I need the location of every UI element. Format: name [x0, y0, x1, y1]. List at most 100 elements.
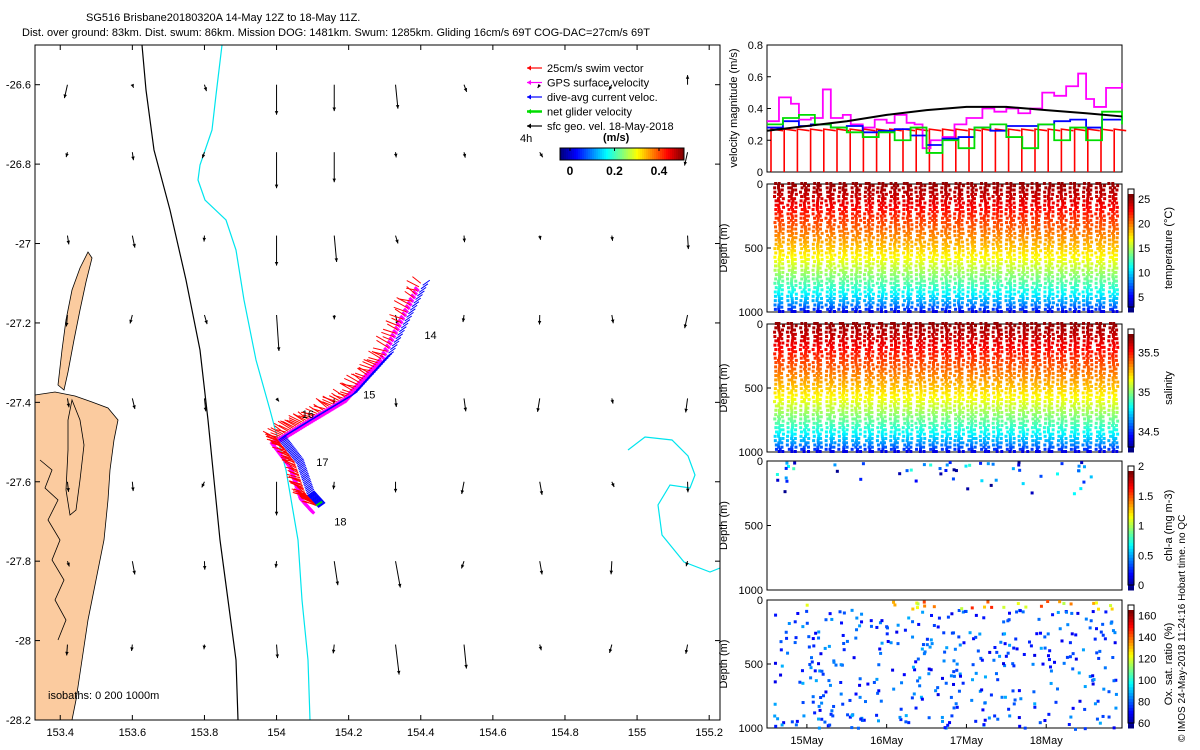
data-point	[888, 225, 892, 229]
day-label: 16	[302, 409, 314, 421]
data-point	[1046, 197, 1050, 201]
data-point	[1009, 210, 1013, 214]
data-point	[1086, 253, 1090, 257]
data-point	[953, 195, 957, 199]
data-point	[958, 190, 962, 194]
data-point	[780, 201, 784, 205]
data-point	[907, 212, 911, 216]
data-point	[787, 268, 791, 272]
data-point	[1009, 260, 1013, 264]
data-point	[996, 301, 1000, 305]
data-point	[773, 190, 777, 194]
data-point	[1047, 273, 1051, 277]
data-point	[1108, 190, 1112, 194]
data-point	[1004, 247, 1008, 251]
data-point	[931, 236, 935, 240]
data-point	[992, 247, 996, 251]
colorbar-cell	[1128, 194, 1134, 198]
data-point	[999, 205, 1003, 209]
data-point	[802, 445, 806, 449]
data-point	[971, 227, 975, 231]
data-point	[1030, 212, 1034, 216]
data-point	[996, 208, 1000, 212]
data-point	[858, 205, 862, 209]
data-point	[1035, 231, 1039, 235]
data-point	[1099, 190, 1103, 194]
data-point	[802, 203, 806, 207]
data-point	[813, 221, 817, 225]
data-point	[844, 210, 848, 214]
data-point	[984, 212, 988, 216]
data-point	[1089, 296, 1093, 300]
swim-vector	[274, 425, 285, 434]
data-point	[829, 374, 833, 378]
data-point	[877, 348, 881, 352]
data-point	[867, 283, 871, 287]
data-point	[854, 305, 858, 309]
data-point	[928, 264, 932, 268]
data-point	[841, 363, 845, 367]
data-point	[1039, 249, 1043, 253]
data-point	[1111, 249, 1115, 253]
data-point	[820, 305, 824, 309]
data-point	[786, 335, 790, 339]
geo-vector-head	[396, 670, 401, 675]
data-point	[868, 205, 872, 209]
data-point	[793, 406, 797, 410]
data-point	[832, 214, 836, 218]
data-point	[1024, 214, 1028, 218]
data-point	[1090, 223, 1094, 227]
data-point	[805, 328, 809, 332]
gps-surface-vector	[335, 400, 342, 408]
data-point	[871, 296, 875, 300]
data-point	[896, 249, 900, 253]
data-point	[832, 393, 836, 397]
data-point	[1060, 234, 1064, 238]
data-point	[995, 240, 999, 244]
geo-vector-head	[65, 153, 69, 158]
data-point	[1099, 275, 1103, 279]
data-point	[774, 277, 778, 281]
geo-vector-head	[63, 94, 67, 99]
data-point	[786, 225, 790, 229]
data-point	[880, 301, 884, 305]
data-point	[1116, 214, 1120, 218]
data-point	[1108, 186, 1112, 190]
data-point	[841, 384, 845, 388]
data-point	[816, 279, 820, 283]
geo-vector-head	[332, 107, 336, 112]
data-point	[855, 186, 859, 190]
data-point	[804, 393, 808, 397]
data-point	[910, 197, 914, 201]
data-point	[995, 292, 999, 296]
data-point	[825, 356, 829, 360]
data-point	[855, 199, 859, 203]
data-point	[787, 199, 791, 203]
swim-vector	[282, 420, 295, 428]
data-point	[791, 184, 795, 188]
data-point	[868, 275, 872, 279]
data-point	[996, 296, 1000, 300]
data-point	[1021, 270, 1025, 274]
data-point	[820, 301, 824, 305]
data-point	[1019, 195, 1023, 199]
data-point	[1086, 242, 1090, 246]
data-point	[855, 337, 859, 341]
data-point	[1057, 247, 1061, 251]
data-point	[980, 268, 984, 272]
data-point	[1009, 273, 1013, 277]
data-point	[867, 286, 871, 290]
data-point	[867, 423, 871, 427]
data-point	[970, 255, 974, 259]
data-point	[1043, 290, 1047, 294]
data-point	[829, 365, 833, 369]
data-point	[973, 288, 977, 292]
data-point	[867, 367, 871, 371]
data-point	[867, 225, 871, 229]
swim-vector	[288, 419, 300, 425]
data-point	[806, 371, 810, 375]
data-point	[954, 307, 958, 311]
data-point	[906, 286, 910, 290]
data-point	[871, 197, 875, 201]
data-point	[843, 400, 847, 404]
